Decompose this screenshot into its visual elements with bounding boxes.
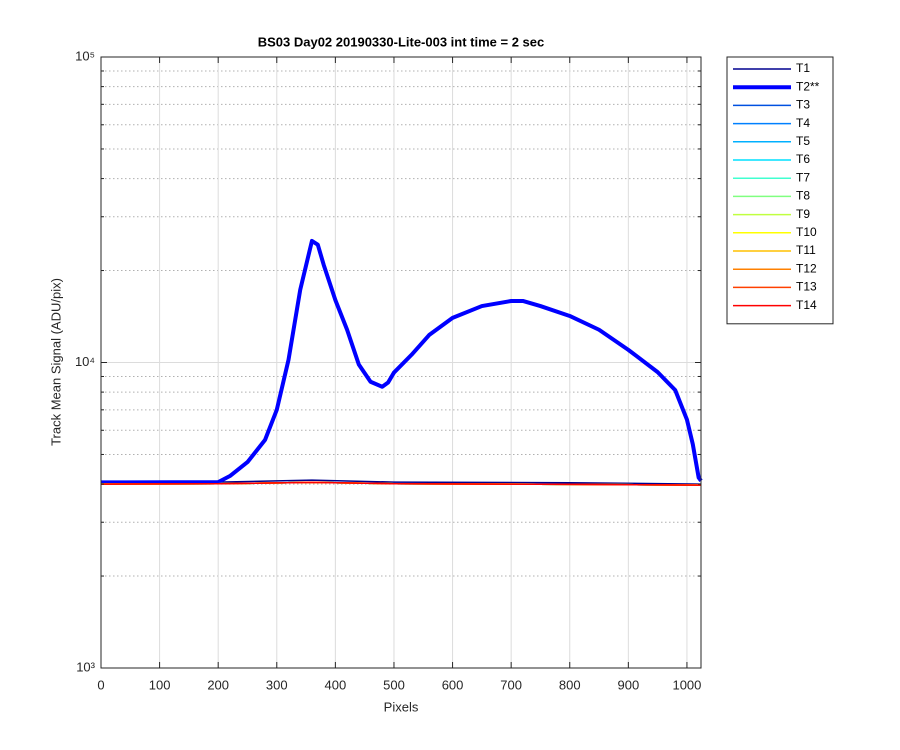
legend-label: T14: [796, 298, 817, 312]
legend-label: T1: [796, 61, 810, 75]
legend-label: T12: [796, 261, 817, 275]
x-tick-label: 400: [325, 677, 347, 692]
chart-title: BS03 Day02 20190330-Lite-003 int time = …: [258, 34, 545, 49]
legend-label: T4: [796, 116, 810, 130]
axes: 0 100 200 300 400 500 600 700 800 900 1000 10³ 10⁴ 10…: [75, 48, 702, 692]
x-tick-label: 100: [149, 677, 171, 692]
legend: T1 T2** T3 T4 T5 T6 T7 T8 T9 T10 T11 T12 T13 T14: [726, 56, 834, 325]
legend-label: T10: [796, 225, 817, 239]
legend-label: T9: [796, 207, 810, 221]
x-tick-label: 1000: [672, 677, 701, 692]
x-tick-label: 900: [617, 677, 639, 692]
x-tick-label: 200: [207, 677, 229, 692]
lines: [100, 238, 703, 486]
y-tick-label: 10⁵: [75, 48, 95, 63]
x-axis-label: Pixels: [384, 699, 419, 714]
y-tick-label: 10⁴: [75, 354, 95, 369]
legend-label: T5: [796, 134, 810, 148]
legend-label: T6: [796, 152, 810, 166]
y-tick-label: 10³: [76, 659, 95, 674]
legend-label: T8: [796, 189, 810, 203]
y-axis-label: Track Mean Signal (ADU/pix): [48, 278, 63, 446]
legend-box: [726, 56, 834, 325]
legend-label: T3: [796, 98, 810, 112]
series-line: [100, 238, 703, 485]
x-tick-label: 300: [266, 677, 288, 692]
legend-label: T7: [796, 170, 810, 184]
x-tick-label: 0: [97, 677, 104, 692]
x-tick-label: 800: [559, 677, 581, 692]
x-tick-label: 700: [500, 677, 522, 692]
legend-label: T13: [796, 280, 817, 294]
x-tick-label: 500: [383, 677, 405, 692]
legend-label: T11: [796, 243, 816, 257]
legend-label: T2**: [796, 79, 820, 93]
series-line: [100, 481, 702, 486]
x-tick-label: 600: [442, 677, 464, 692]
